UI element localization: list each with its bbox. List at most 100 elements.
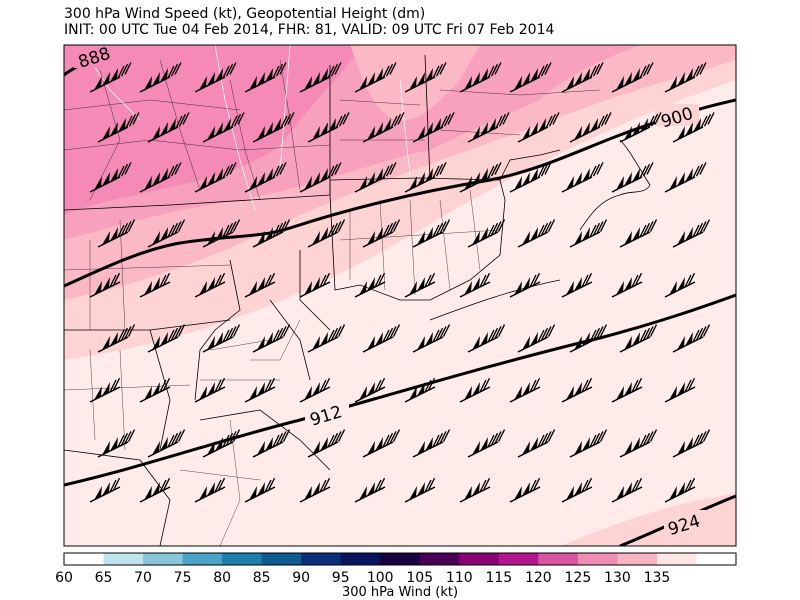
- wind-barb: [611, 62, 654, 93]
- chart-title: 300 hPa Wind Speed (kt), Geopotential He…: [64, 6, 426, 22]
- wind-barb: [202, 324, 241, 353]
- wind-barb: [412, 429, 451, 458]
- wind-barb: [412, 219, 451, 248]
- wind-barb: [139, 477, 171, 503]
- wind-barb: [569, 429, 608, 458]
- wind-barb: [509, 377, 541, 403]
- colorbar-segment: [577, 553, 618, 565]
- wind-barb: [252, 219, 291, 248]
- wind-barb: [97, 429, 136, 458]
- wind-barb: [467, 324, 506, 353]
- wind-barb: [97, 219, 136, 248]
- wind-barb: [194, 62, 237, 93]
- wind-band-130-135-south: [64, 292, 736, 546]
- wind-barb: [459, 377, 491, 403]
- wind-barb: [619, 324, 658, 353]
- colorbar-tick-label: 105: [406, 570, 433, 586]
- wind-barb: [194, 477, 226, 503]
- wind-barb: [459, 162, 502, 193]
- wind-barb: [664, 477, 696, 503]
- wind-barb: [569, 324, 608, 353]
- wind-barb: [147, 219, 186, 248]
- wind-barb: [252, 324, 291, 353]
- wind-barb: [509, 477, 541, 503]
- wind-barb: [307, 429, 346, 458]
- wind-barb: [244, 377, 276, 403]
- wind-barb: [362, 429, 401, 458]
- wind-barb: [354, 272, 386, 298]
- wind-barb: [244, 477, 276, 503]
- colorbar-tick-label: 125: [565, 570, 592, 586]
- wind-barb: [467, 219, 506, 248]
- wind-barb: [611, 377, 643, 403]
- wind-barb: [97, 324, 136, 353]
- wind-barb: [412, 324, 451, 353]
- colorbar-tick-label: 75: [174, 570, 192, 586]
- wind-barb: [404, 162, 447, 193]
- wind-barb: [299, 272, 331, 298]
- wind-barb: [354, 477, 386, 503]
- wind-barb: [354, 62, 397, 93]
- wind-barb: [517, 219, 556, 248]
- wind-barb: [194, 162, 237, 193]
- wind-barb: [561, 272, 593, 298]
- colorbar-segment: [696, 553, 737, 565]
- colorbar-segment: [182, 553, 223, 565]
- wind-barb: [672, 112, 715, 143]
- wind-barb: [664, 62, 707, 93]
- wind-barb: [672, 429, 711, 458]
- wind-barb: [202, 112, 245, 143]
- colorbar-segment: [459, 553, 500, 565]
- colorbar-tick-label: 60: [55, 570, 73, 586]
- wind-barb: [362, 324, 401, 353]
- wind-barb: [569, 219, 608, 248]
- wind-barb: [664, 162, 707, 193]
- wind-barb: [467, 112, 510, 143]
- wind-barb: [89, 272, 121, 298]
- wind-barb: [619, 112, 662, 143]
- colorbar-frame: [63, 552, 737, 566]
- wind-barbs: [89, 62, 715, 503]
- wind-barb: [672, 324, 711, 353]
- wind-barb: [412, 112, 455, 143]
- wind-barb: [517, 324, 556, 353]
- wind-barb: [509, 272, 541, 298]
- wind-barb: [459, 272, 491, 298]
- wind-barb: [404, 62, 447, 93]
- wind-barb: [244, 162, 287, 193]
- colorbar-segment: [103, 553, 144, 565]
- wind-barb: [202, 219, 241, 248]
- wind-barb: [404, 377, 436, 403]
- wind-barb: [611, 162, 654, 193]
- wind-barb: [139, 62, 182, 93]
- colorbar-segment: [498, 553, 539, 565]
- wind-barb: [664, 272, 696, 298]
- colorbar-tick-label: 135: [644, 570, 671, 586]
- wind-barb: [561, 377, 593, 403]
- wind-barb: [139, 377, 171, 403]
- colorbar-segment: [261, 553, 302, 565]
- wind-barb: [509, 162, 552, 193]
- map-frame: [63, 44, 737, 547]
- wind-barb: [664, 377, 696, 403]
- wind-barb: [619, 429, 658, 458]
- colorbar-segment: [656, 553, 697, 565]
- colorbar-tick-label: 90: [292, 570, 310, 586]
- colorbar-segment: [419, 553, 460, 565]
- wind-barb: [89, 477, 121, 503]
- wind-barb: [299, 62, 342, 93]
- wind-barb: [147, 324, 186, 353]
- wind-band-110-115: [64, 45, 370, 215]
- chart-subtitle: INIT: 00 UTC Tue 04 Feb 2014, FHR: 81, V…: [64, 22, 555, 38]
- wind-barb: [672, 219, 711, 248]
- wind-barb: [362, 112, 405, 143]
- colorbar-tick-label: 70: [134, 570, 152, 586]
- wind-barb: [307, 324, 346, 353]
- wind-barb: [611, 477, 643, 503]
- colorbar-tick-label: 100: [367, 570, 394, 586]
- wind-barb: [619, 219, 658, 248]
- colorbar-tick-label: 120: [525, 570, 552, 586]
- colorbar-tick-label: 115: [485, 570, 512, 586]
- wind-barb: [561, 162, 604, 193]
